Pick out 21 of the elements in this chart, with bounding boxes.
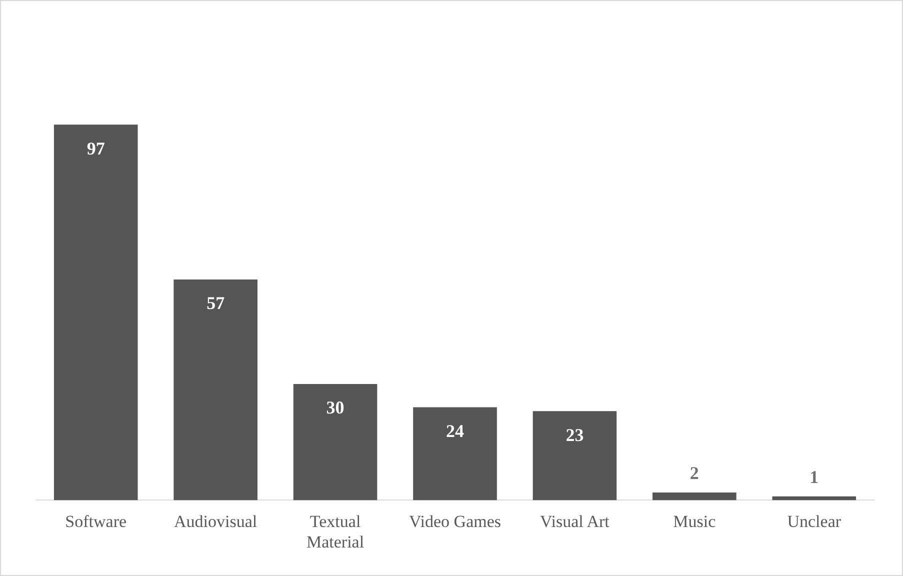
bar xyxy=(54,124,138,500)
bar xyxy=(772,496,856,500)
data-label: 57 xyxy=(206,293,225,314)
bar xyxy=(413,407,497,500)
data-label: 97 xyxy=(86,138,105,158)
data-label: 1 xyxy=(810,466,819,487)
bar xyxy=(174,279,258,500)
data-label: 24 xyxy=(446,420,464,441)
bar xyxy=(652,492,736,500)
data-label: 23 xyxy=(566,424,584,445)
bar xyxy=(293,384,378,500)
x-tick-label: Music xyxy=(673,512,716,531)
bar xyxy=(532,411,617,500)
x-tick-label: Unclear xyxy=(787,512,842,531)
x-tick-label: Audiovisual xyxy=(174,512,258,531)
x-tick-label: Software xyxy=(65,512,127,531)
x-tick-label: Visual Art xyxy=(540,512,610,531)
x-tick-label: Video Games xyxy=(409,512,501,531)
x-tick-label: Textual Material xyxy=(306,512,364,552)
data-label: 2 xyxy=(690,463,699,484)
data-label: 30 xyxy=(326,398,344,418)
